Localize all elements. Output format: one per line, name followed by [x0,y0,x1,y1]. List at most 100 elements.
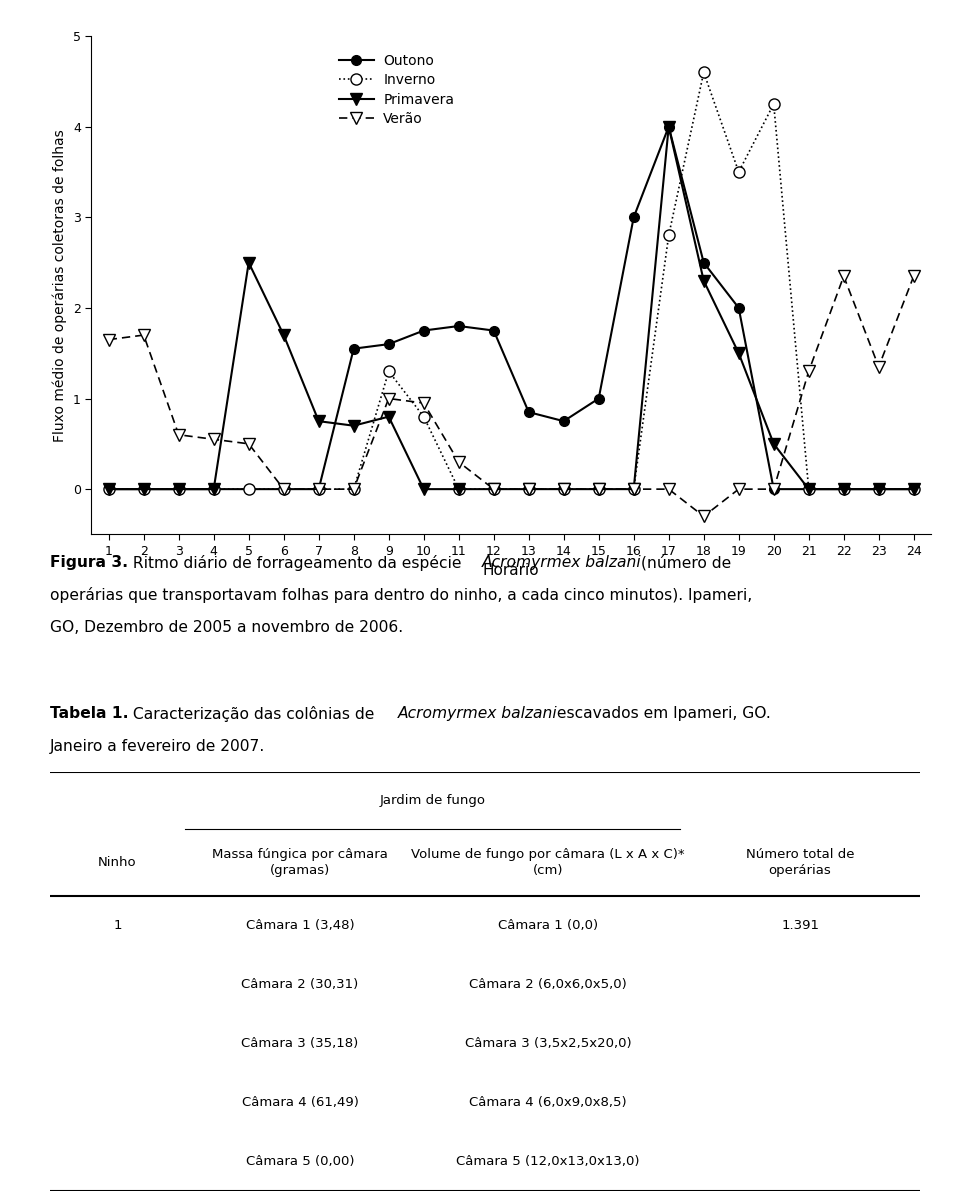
Text: Massa fúngica por câmara
(gramas): Massa fúngica por câmara (gramas) [212,848,388,877]
Primavera [663,119,675,133]
Primavera [278,328,290,342]
Inverno [138,482,150,496]
Verão [593,482,605,496]
Verão [873,359,884,374]
Y-axis label: Fluxo médio de operárias coletoras de folhas: Fluxo médio de operárias coletoras de fo… [53,129,67,442]
Text: GO, Dezembro de 2005 a novembro de 2006.: GO, Dezembro de 2005 a novembro de 2006. [50,620,403,634]
Verão [208,432,220,447]
Inverno [418,410,429,424]
Verão [908,269,920,283]
Text: Acromyrmex balzani: Acromyrmex balzani [398,706,558,721]
Inverno [732,165,744,179]
Verão [418,396,429,411]
Outono [103,482,114,496]
Outono [348,341,359,355]
Outono [558,414,569,429]
Primavera [243,256,254,270]
Inverno [488,482,499,496]
Primavera [383,410,395,424]
Inverno [838,482,850,496]
Verão [453,455,465,470]
Text: Ninho: Ninho [98,856,136,868]
Verão [488,482,499,496]
Outono [803,482,814,496]
Text: Câmara 2 (6,0x6,0x5,0): Câmara 2 (6,0x6,0x5,0) [469,978,627,991]
Text: Câmara 5 (0,00): Câmara 5 (0,00) [246,1155,354,1169]
Verão [628,482,639,496]
Inverno [278,482,290,496]
Text: operárias que transportavam folhas para dentro do ninho, a cada cinco minutos). : operárias que transportavam folhas para … [50,587,753,603]
Outono [313,482,324,496]
Outono [908,482,920,496]
Verão [173,428,184,442]
Primavera [418,482,429,496]
Inverno [768,97,780,112]
Verão [768,482,780,496]
Text: Número total de
operárias: Número total de operárias [746,848,854,877]
Inverno [383,364,395,378]
Verão [138,328,150,342]
Inverno [523,482,535,496]
Inverno [348,482,359,496]
Outono [628,210,639,225]
Outono [173,482,184,496]
Primavera [698,274,709,288]
Inverno [173,482,184,496]
Line: Verão: Verão [103,270,920,522]
Inverno [628,482,639,496]
Text: Câmara 1 (0,0): Câmara 1 (0,0) [498,919,598,932]
Verão [663,482,675,496]
Primavera [558,482,569,496]
Outono [732,300,744,315]
Text: 1.391: 1.391 [781,919,819,932]
Verão [103,333,114,347]
Text: Tabela 1.: Tabela 1. [50,706,129,721]
Inverno [558,482,569,496]
Primavera [838,482,850,496]
Text: Câmara 4 (6,0x9,0x8,5): Câmara 4 (6,0x9,0x8,5) [469,1097,627,1110]
Primavera [348,418,359,432]
Inverno [908,482,920,496]
Verão [558,482,569,496]
Verão [348,482,359,496]
Outono [698,256,709,270]
Verão [732,482,744,496]
Primavera [208,482,220,496]
X-axis label: Horário: Horário [483,563,540,579]
Outono [873,482,884,496]
Primavera [873,482,884,496]
Inverno [453,482,465,496]
Verão [698,509,709,524]
Text: Câmara 3 (35,18): Câmara 3 (35,18) [241,1038,359,1050]
Primavera [768,437,780,452]
Primavera [732,346,744,360]
Line: Inverno: Inverno [103,67,920,495]
Text: Câmara 3 (3,5x2,5x20,0): Câmara 3 (3,5x2,5x20,0) [465,1038,631,1050]
Primavera [173,482,184,496]
Inverno [593,482,605,496]
Outono [453,318,465,333]
Text: Caracterização das colônias de: Caracterização das colônias de [129,706,380,722]
Primavera [453,482,465,496]
Outono [418,323,429,337]
Verão [838,269,850,283]
Primavera [628,482,639,496]
Verão [278,482,290,496]
Verão [243,437,254,452]
Text: Câmara 5 (12,0x13,0x13,0): Câmara 5 (12,0x13,0x13,0) [456,1155,639,1169]
Outono [138,482,150,496]
Primavera [103,482,114,496]
Primavera [908,482,920,496]
Outono [593,392,605,406]
Line: Outono: Outono [104,121,919,494]
Inverno [103,482,114,496]
Text: escavados em Ipameri, GO.: escavados em Ipameri, GO. [552,706,771,721]
Line: Primavera: Primavera [103,121,920,495]
Outono [383,337,395,352]
Verão [803,364,814,378]
Inverno [313,482,324,496]
Primavera [593,482,605,496]
Inverno [208,482,220,496]
Text: Câmara 1 (3,48): Câmara 1 (3,48) [246,919,354,932]
Text: 1: 1 [113,919,122,932]
